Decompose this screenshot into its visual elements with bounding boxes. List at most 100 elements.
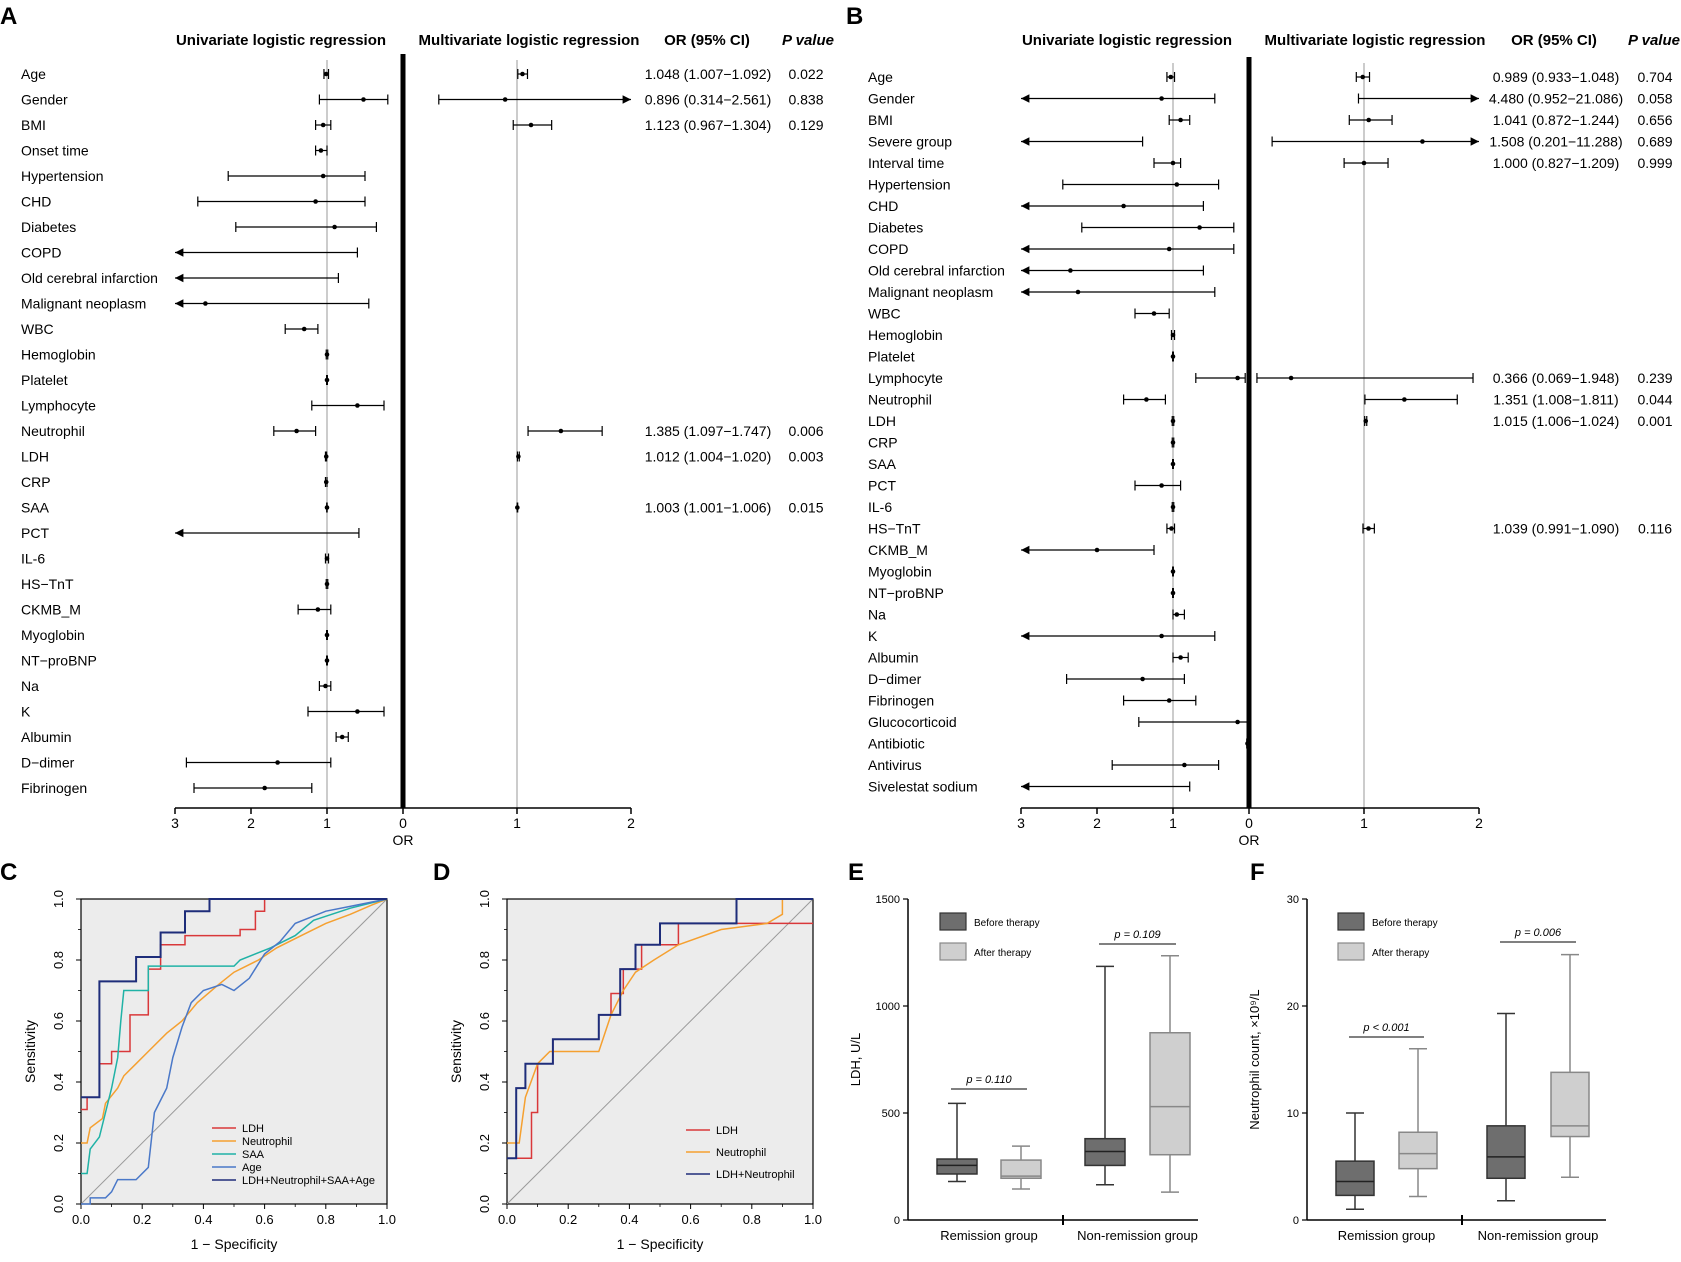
p-value: 0.656: [1637, 112, 1672, 128]
point-estimate-multivariate: [502, 97, 508, 102]
x-tick-label: 2: [627, 815, 635, 831]
point-estimate-multivariate: [1363, 418, 1369, 424]
point-estimate-univariate: [1235, 375, 1240, 381]
panel-label-B: B: [846, 3, 863, 30]
box: [936, 1158, 978, 1175]
x-tick-label: 0.8: [743, 1212, 761, 1227]
point-estimate-univariate: [1151, 311, 1157, 316]
p-value-label: p = 0.109: [1113, 929, 1160, 941]
row-label: Lymphocyte: [868, 370, 943, 386]
ci-arrow-univariate: [1021, 266, 1030, 275]
row-label: Old cerebral infarction: [21, 270, 158, 286]
point-estimate-multivariate: [516, 454, 521, 459]
point-estimate-univariate: [1178, 117, 1183, 123]
group-label: Non-remission group: [1478, 1228, 1599, 1243]
row-label: Hemoglobin: [21, 347, 96, 363]
row-label: CHD: [868, 198, 898, 214]
point-estimate-univariate: [318, 148, 324, 153]
point-estimate-univariate: [1178, 655, 1183, 660]
row-label: Gender: [868, 91, 915, 107]
roc-curve-saa: [81, 898, 388, 1175]
point-estimate-univariate: [1170, 504, 1176, 510]
header-multivariate: Multivariate logistic regression: [419, 32, 640, 49]
y-tick-label: 10: [1287, 1108, 1299, 1120]
or-ci-value: 1.003 (1.001−1.006): [645, 500, 772, 516]
x-tick-label: 0.8: [317, 1212, 335, 1227]
or-ci-value: 1.385 (1.097−1.747): [645, 423, 772, 439]
roc-curve-ldh-neutrophil: [507, 898, 813, 1160]
header-univariate: Univariate logistic regression: [1022, 32, 1232, 49]
y-tick-label: 0.4: [51, 1073, 66, 1091]
ci-arrow-univariate: [175, 299, 184, 308]
box: [1000, 1159, 1042, 1180]
y-tick-label: 1000: [876, 1001, 900, 1013]
legend-label: Before therapy: [974, 918, 1040, 929]
p-value: 0.001: [1637, 413, 1672, 429]
row-label: LDH: [21, 449, 49, 465]
x-tick-label: 1: [1360, 815, 1368, 831]
ci-arrow-univariate: [1021, 137, 1030, 146]
point-estimate-univariate: [1121, 203, 1126, 209]
y-tick-label: 1.0: [51, 890, 66, 908]
row-label: Myoglobin: [868, 564, 932, 580]
box: [1550, 1071, 1590, 1138]
legend-label: LDH+Neutrophil: [716, 1169, 795, 1181]
y-tick-label: 0.8: [477, 951, 492, 969]
point-estimate-multivariate: [558, 428, 564, 434]
legend-label: Before therapy: [1372, 918, 1438, 929]
roc-plot-d: 0.0 0.0 0.2 0.2 0.4 0.4 0.6 0.6 0.8 0.8 1.0 1.0 1 − …: [448, 890, 822, 1252]
p-value: 0.129: [788, 117, 823, 133]
row-label: Na: [21, 678, 39, 694]
point-estimate-univariate: [203, 301, 208, 306]
legend-swatch: [1337, 912, 1365, 931]
or-ci-value: 1.039 (0.991−1.090): [1493, 521, 1620, 537]
panel-label-E: E: [848, 859, 864, 886]
diagonal-reference: [506, 898, 814, 1205]
point-estimate-univariate: [320, 122, 326, 128]
header-or-ci: OR (95% CI): [664, 32, 750, 49]
row-label: IL-6: [21, 551, 45, 567]
ci-arrow-univariate: [1021, 782, 1030, 791]
x-tick-label: 0.6: [256, 1212, 274, 1227]
point-estimate-univariate: [324, 556, 330, 561]
point-estimate-multivariate: [1360, 74, 1366, 80]
point-estimate-univariate: [1170, 418, 1176, 424]
row-label: Na: [868, 607, 886, 623]
point-estimate-univariate: [1170, 332, 1176, 338]
or-ci-value: 1.508 (0.201−11.288): [1489, 134, 1622, 150]
row-label: Age: [868, 69, 893, 85]
row-label: Hypertension: [21, 168, 104, 184]
row-label: D−dimer: [21, 755, 75, 771]
x-tick-label: 0.0: [72, 1212, 90, 1227]
ci-arrow-univariate: [175, 248, 184, 257]
point-estimate-univariate: [324, 352, 330, 357]
row-label: HS−TnT: [868, 521, 921, 537]
legend-label: LDH+Neutrophil+SAA+Age: [242, 1175, 375, 1187]
y-tick-label: 30: [1287, 894, 1299, 906]
point-estimate-univariate: [1166, 698, 1172, 703]
box-plot-e: 0 500 1000 1500 LDH, U/L p = 0.110 Remission g…: [848, 894, 1198, 1243]
point-estimate-univariate: [332, 224, 337, 230]
x-tick-label: 3: [171, 815, 179, 831]
point-estimate-univariate: [1174, 182, 1180, 187]
row-label: Old cerebral infarction: [868, 263, 1005, 279]
row-label: NT−proBNP: [21, 653, 97, 669]
box: [1149, 1032, 1191, 1156]
forest-plot-a: Univariate logistic regression Multivaria…: [21, 32, 834, 848]
point-estimate-univariate: [339, 734, 345, 740]
p-value: 0.116: [1638, 521, 1672, 537]
point-estimate-univariate: [1075, 289, 1081, 295]
point-estimate-univariate: [1169, 526, 1174, 531]
point-estimate-univariate: [1159, 483, 1164, 488]
ci-arrow-univariate: [175, 528, 184, 538]
or-ci-value: 1.000 (0.827−1.209): [1493, 155, 1620, 171]
row-label: Sivelestat sodium: [868, 779, 978, 795]
ci-arrow-multivariate: [1470, 137, 1479, 146]
header-univariate: Univariate logistic regression: [176, 32, 386, 49]
row-label: PCT: [21, 525, 49, 541]
legend-label: After therapy: [974, 948, 1031, 959]
point-estimate-univariate: [1170, 440, 1176, 445]
x-tick-label: 0: [399, 815, 407, 831]
row-label: Antivirus: [868, 757, 922, 773]
x-tick-label: 1.0: [378, 1212, 396, 1227]
